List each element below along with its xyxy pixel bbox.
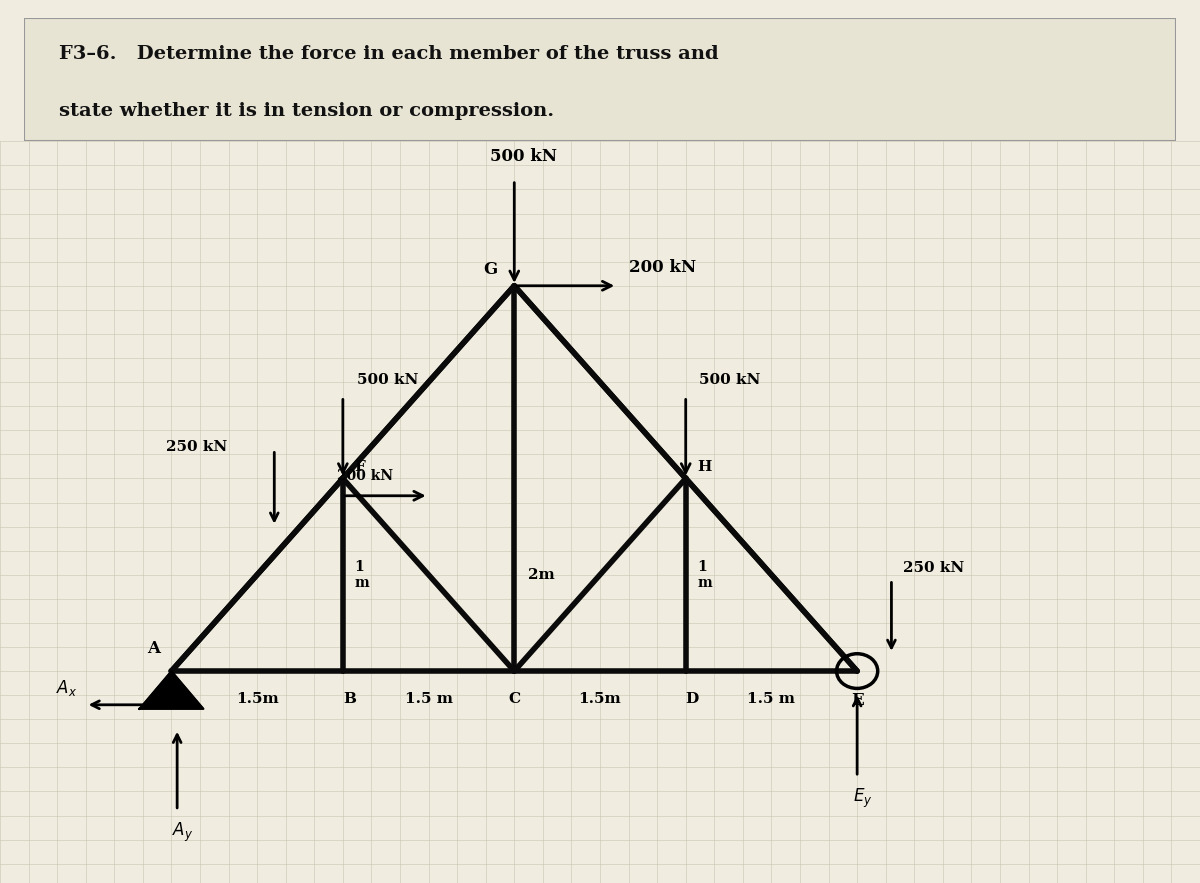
Text: H: H: [697, 460, 712, 473]
Text: 500 kN: 500 kN: [356, 373, 418, 387]
Text: 250 kN: 250 kN: [902, 561, 964, 575]
Text: G: G: [482, 261, 497, 278]
Text: 250 kN: 250 kN: [166, 441, 227, 455]
Text: $A_y$: $A_y$: [173, 820, 193, 843]
Text: 1.5m: 1.5m: [235, 692, 278, 706]
Text: 1.5 m: 1.5 m: [404, 692, 452, 706]
Text: $E_y$: $E_y$: [853, 787, 872, 810]
Text: A: A: [148, 639, 160, 657]
Text: 500 kN: 500 kN: [700, 373, 761, 387]
Text: state whether it is in tension or compression.: state whether it is in tension or compre…: [59, 102, 553, 120]
Text: B: B: [343, 692, 356, 706]
Text: E: E: [851, 692, 864, 709]
Text: 500 kN: 500 kN: [490, 148, 557, 165]
Text: F3–6.   Determine the force in each member of the truss and: F3–6. Determine the force in each member…: [59, 45, 718, 63]
Polygon shape: [139, 671, 204, 709]
Text: 2m: 2m: [528, 568, 554, 582]
Text: 1
m: 1 m: [697, 560, 712, 590]
Text: 1.5m: 1.5m: [578, 692, 622, 706]
Text: 200 kN: 200 kN: [629, 259, 696, 276]
Text: $A_x$: $A_x$: [56, 678, 78, 698]
Text: 1.5 m: 1.5 m: [748, 692, 796, 706]
Text: F: F: [354, 460, 365, 473]
Text: D: D: [685, 692, 698, 706]
Text: 200 kN: 200 kN: [337, 469, 394, 483]
Text: C: C: [509, 692, 521, 706]
Text: 1
m: 1 m: [354, 560, 370, 590]
